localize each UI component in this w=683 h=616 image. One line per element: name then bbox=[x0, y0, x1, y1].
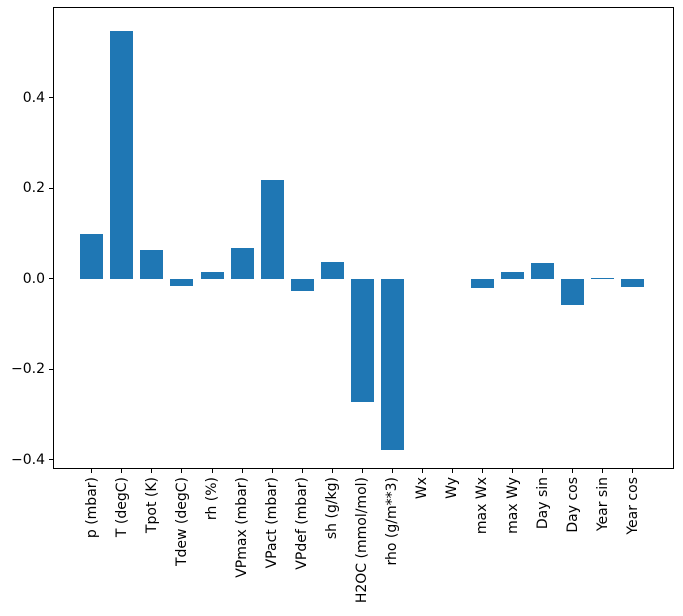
x-tick-label: VPmax (mbar) bbox=[234, 477, 251, 578]
x-tick-mark bbox=[241, 469, 243, 473]
bar bbox=[470, 278, 494, 288]
x-tick-mark bbox=[602, 469, 604, 473]
x-tick-mark bbox=[91, 469, 93, 473]
bar bbox=[140, 250, 164, 279]
y-tick-mark bbox=[49, 368, 53, 370]
x-tick-label: rho (g/m**3) bbox=[384, 477, 401, 566]
bar bbox=[290, 278, 314, 291]
x-tick-mark bbox=[542, 469, 544, 473]
bar bbox=[80, 233, 104, 279]
x-tick-mark bbox=[271, 469, 273, 473]
y-tick-label: −0.4 bbox=[11, 451, 45, 468]
y-tick-label: 0.2 bbox=[22, 180, 45, 197]
y-tick-mark bbox=[49, 278, 53, 280]
x-tick-mark bbox=[572, 469, 574, 473]
y-tick-label: 0.0 bbox=[22, 270, 45, 287]
x-tick-label: Year sin bbox=[594, 477, 611, 532]
x-tick-label: Day sin bbox=[534, 477, 551, 530]
y-tick-label: −0.2 bbox=[11, 361, 45, 378]
x-tick-mark bbox=[512, 469, 513, 473]
y-tick-mark bbox=[49, 97, 53, 99]
x-tick-label: T (degC) bbox=[113, 477, 130, 538]
x-tick-mark bbox=[121, 469, 123, 473]
bar bbox=[350, 278, 374, 403]
bar bbox=[170, 278, 194, 286]
x-tick-mark bbox=[331, 469, 333, 473]
x-tick-label: Day cos bbox=[564, 477, 581, 533]
bar bbox=[200, 272, 224, 279]
x-tick-label: p (mbar) bbox=[83, 477, 100, 539]
x-tick-mark bbox=[421, 469, 423, 473]
x-tick-mark bbox=[481, 469, 483, 473]
x-tick-mark bbox=[391, 469, 393, 473]
x-tick-label: VPdef (mbar) bbox=[294, 477, 311, 570]
x-tick-label: VPact (mbar) bbox=[264, 477, 281, 569]
x-tick-label: rh (%) bbox=[204, 477, 220, 521]
bar bbox=[380, 278, 404, 451]
x-tick-label: Wx bbox=[414, 477, 431, 500]
bar bbox=[561, 278, 585, 306]
x-tick-label: Tpot (K) bbox=[143, 477, 160, 534]
y-tick-mark bbox=[49, 459, 53, 461]
bar bbox=[230, 247, 254, 279]
x-tick-mark bbox=[151, 469, 153, 473]
x-tick-mark bbox=[361, 469, 363, 473]
x-tick-mark bbox=[451, 469, 453, 473]
x-tick-label: Year cos bbox=[624, 477, 641, 535]
x-tick-label: max Wx bbox=[474, 477, 491, 535]
bar bbox=[531, 262, 555, 279]
bar bbox=[260, 179, 284, 279]
x-tick-label: sh (g/kg) bbox=[324, 477, 341, 540]
bar bbox=[110, 30, 134, 279]
x-tick-mark bbox=[181, 469, 183, 473]
bar bbox=[501, 271, 524, 279]
x-tick-label: Wy bbox=[444, 477, 461, 499]
x-tick-mark bbox=[301, 469, 303, 473]
bar bbox=[591, 277, 615, 279]
bar bbox=[320, 262, 344, 279]
x-tick-label: Tdew (degC) bbox=[173, 477, 190, 567]
x-tick-mark bbox=[211, 469, 213, 473]
y-tick-label: 0.4 bbox=[22, 89, 45, 106]
x-tick-label: H2OC (mmol/mol) bbox=[354, 477, 371, 604]
x-tick-label: max Wy bbox=[504, 477, 521, 534]
x-tick-mark bbox=[632, 469, 634, 473]
y-tick-mark bbox=[49, 187, 53, 189]
bar bbox=[621, 278, 645, 287]
